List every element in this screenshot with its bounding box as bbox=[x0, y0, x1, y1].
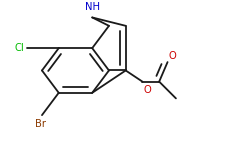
Text: O: O bbox=[143, 85, 151, 95]
Text: NH: NH bbox=[85, 2, 100, 12]
Text: Br: Br bbox=[35, 119, 46, 129]
Text: Cl: Cl bbox=[15, 43, 24, 53]
Text: O: O bbox=[169, 51, 177, 61]
